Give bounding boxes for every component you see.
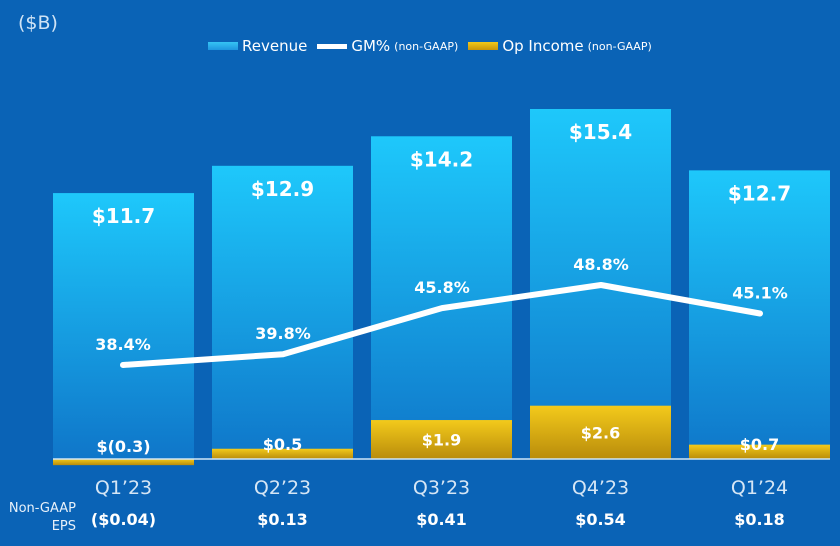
gm-label: 39.8% [255,324,311,343]
category-label: Q1’23 [95,477,152,499]
revenue-bar [212,165,353,459]
legend-gm-label: GM% [351,37,391,55]
legend-gm: GM% (non-GAAP) [317,37,458,55]
category-label: Q2’23 [254,477,311,499]
eps-value: $0.13 [257,510,308,529]
op-income-bar [212,448,353,459]
revenue-bar [53,193,194,459]
revenue-bar [371,136,512,460]
op-income-bar [53,459,194,466]
legend-gm-note: (non-GAAP) [394,39,459,53]
legend-op-note: (non-GAAP) [587,39,652,53]
revenue-label: $12.7 [728,181,791,205]
eps-value: $0.18 [734,510,785,529]
category-label: Q4’23 [572,477,629,499]
category-label: Q3’23 [413,477,470,499]
op-income-label: $0.5 [263,435,302,454]
eps-row-label: Non-GAAP EPS [9,500,76,536]
legend-op-swatch [468,42,499,50]
eps-value: $0.54 [575,510,626,529]
category-label: Q1’24 [731,477,788,499]
op-income-label: $2.6 [581,423,620,442]
revenue-label: $12.9 [251,177,314,201]
eps-label-line2: EPS [51,519,76,534]
op-income-bar [530,405,671,459]
op-income-bar [689,444,830,459]
legend-revenue-swatch [208,42,238,50]
unit-label: ($B) [18,12,58,34]
gm-label: 45.1% [732,283,788,302]
legend-revenue-label: Revenue [242,37,308,55]
gm-label: 45.8% [414,278,470,297]
eps-value: ($0.04) [91,510,156,529]
gm-label: 48.8% [573,255,629,274]
legend-op-label: Op Income [502,37,584,55]
revenue-label: $15.4 [569,120,632,144]
gm-line [120,282,763,368]
eps-label-line1: Non-GAAP [8,501,76,516]
revenue-label: $14.2 [410,147,473,171]
legend-op: Op Income (non-GAAP) [468,37,652,55]
op-income-label: $1.9 [422,431,461,450]
revenue-label: $11.7 [92,204,155,228]
op-income-label: $(0.3) [96,437,150,456]
op-income-label: $0.7 [740,435,779,454]
eps-value: $0.41 [416,510,467,529]
legend-gm-swatch [317,43,348,49]
gm-label: 38.4% [95,335,151,354]
legend-revenue: Revenue [208,37,307,55]
op-income-bar [371,420,512,459]
legend: Revenue GM% (non-GAAP) Op Income (non-GA… [208,37,662,55]
